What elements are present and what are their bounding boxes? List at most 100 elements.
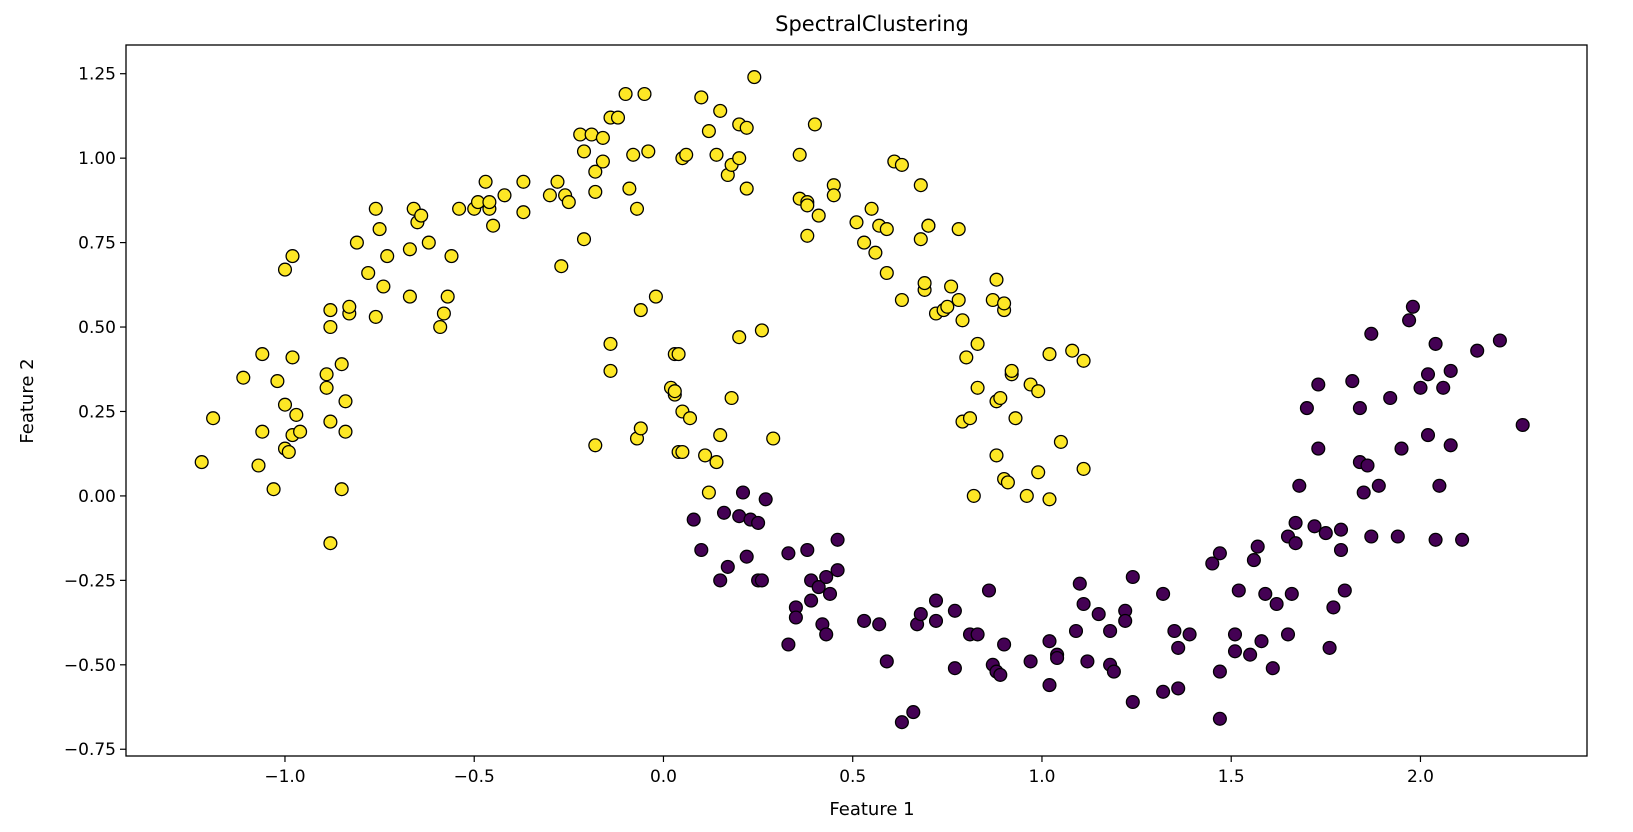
data-point-cluster-1 bbox=[603, 336, 618, 351]
data-point-cluster-0 bbox=[1292, 478, 1307, 493]
data-point-cluster-1 bbox=[270, 374, 285, 389]
data-point-cluster-1 bbox=[1031, 384, 1046, 399]
y-tick-label: −0.50 bbox=[64, 656, 116, 676]
plot-area-frame bbox=[125, 44, 1588, 757]
data-point-cluster-1 bbox=[255, 347, 270, 362]
data-point-cluster-1 bbox=[255, 424, 270, 439]
data-point-cluster-0 bbox=[1288, 536, 1303, 551]
data-point-cluster-1 bbox=[641, 144, 656, 159]
data-point-cluster-0 bbox=[1125, 694, 1140, 710]
data-point-cluster-0 bbox=[1364, 529, 1379, 544]
x-tick-label: 2.0 bbox=[1407, 767, 1434, 787]
data-point-cluster-0 bbox=[811, 580, 826, 595]
data-point-cluster-1 bbox=[792, 147, 807, 162]
data-point-cluster-1 bbox=[959, 350, 974, 365]
data-point-cluster-0 bbox=[993, 667, 1008, 682]
data-point-cluster-0 bbox=[1050, 650, 1065, 666]
data-point-cluster-0 bbox=[1383, 390, 1398, 406]
y-tick-label: 1.00 bbox=[78, 149, 116, 169]
data-point-cluster-1 bbox=[637, 86, 652, 102]
data-point-cluster-1 bbox=[338, 424, 353, 439]
data-point-cluster-1 bbox=[962, 411, 978, 426]
data-point-cluster-0 bbox=[1432, 478, 1447, 493]
data-point-cluster-0 bbox=[1405, 299, 1420, 314]
data-point-cluster-1 bbox=[997, 296, 1012, 311]
data-point-cluster-0 bbox=[1311, 441, 1326, 456]
data-point-cluster-0 bbox=[1103, 623, 1118, 639]
data-point-cluster-0 bbox=[1284, 586, 1299, 601]
data-point-cluster-1 bbox=[849, 215, 864, 230]
data-point-cluster-0 bbox=[1345, 374, 1360, 389]
data-point-cluster-1 bbox=[293, 424, 308, 439]
data-points bbox=[194, 70, 1530, 730]
data-point-cluster-1 bbox=[554, 259, 569, 274]
data-point-cluster-1 bbox=[421, 235, 436, 250]
data-point-cluster-1 bbox=[349, 235, 364, 250]
y-tick-label: −0.25 bbox=[64, 571, 116, 591]
data-point-cluster-0 bbox=[1125, 569, 1140, 585]
data-point-cluster-1 bbox=[436, 306, 451, 321]
data-point-cluster-0 bbox=[928, 613, 944, 628]
data-point-cluster-0 bbox=[1443, 438, 1458, 453]
y-tick-label: 1.25 bbox=[78, 65, 116, 85]
data-point-cluster-1 bbox=[251, 458, 266, 473]
data-point-cluster-0 bbox=[830, 563, 845, 578]
y-tick-label: 0.50 bbox=[78, 318, 116, 338]
data-point-cluster-1 bbox=[1019, 488, 1034, 503]
data-point-cluster-1 bbox=[482, 195, 497, 210]
data-point-cluster-0 bbox=[1212, 664, 1227, 679]
data-point-cluster-1 bbox=[440, 289, 455, 304]
data-point-cluster-1 bbox=[671, 347, 686, 362]
y-tick-label: 0.75 bbox=[78, 234, 116, 254]
data-point-cluster-0 bbox=[800, 542, 815, 558]
data-point-cluster-0 bbox=[1156, 586, 1171, 601]
data-point-cluster-1 bbox=[675, 444, 690, 460]
data-point-cluster-0 bbox=[1443, 363, 1458, 378]
data-point-cluster-1 bbox=[402, 242, 417, 257]
data-point-cluster-1 bbox=[277, 262, 293, 277]
data-point-cluster-1 bbox=[516, 205, 531, 220]
data-point-cluster-1 bbox=[993, 390, 1008, 406]
data-point-cluster-1 bbox=[289, 407, 304, 422]
data-point-cluster-0 bbox=[1205, 556, 1220, 571]
data-point-cluster-1 bbox=[1000, 475, 1015, 490]
data-point-cluster-1 bbox=[334, 482, 349, 497]
data-point-cluster-1 bbox=[766, 431, 781, 446]
data-point-cluster-0 bbox=[1322, 640, 1337, 655]
data-point-cluster-0 bbox=[1333, 542, 1349, 558]
data-point-cluster-1 bbox=[206, 411, 221, 426]
data-point-cluster-1 bbox=[588, 164, 603, 179]
data-point-cluster-0 bbox=[1212, 711, 1227, 726]
data-point-cluster-0 bbox=[1420, 367, 1436, 382]
data-point-cluster-0 bbox=[1227, 627, 1243, 642]
x-tick-label: 0.0 bbox=[650, 767, 677, 787]
data-point-cluster-0 bbox=[781, 637, 796, 652]
data-point-cluster-0 bbox=[1402, 313, 1417, 328]
x-tick-label: −0.5 bbox=[454, 767, 495, 787]
data-point-cluster-1 bbox=[940, 299, 955, 314]
data-point-cluster-0 bbox=[947, 603, 962, 618]
y-tick-label: 0.00 bbox=[78, 487, 116, 507]
data-point-cluster-1 bbox=[732, 151, 747, 166]
data-point-cluster-0 bbox=[1091, 607, 1106, 622]
data-point-cluster-1 bbox=[486, 218, 501, 233]
data-point-cluster-1 bbox=[338, 394, 353, 409]
data-point-cluster-0 bbox=[1080, 654, 1095, 669]
data-point-cluster-0 bbox=[1212, 546, 1227, 561]
data-point-cluster-1 bbox=[236, 370, 251, 385]
y-tick-label: 0.25 bbox=[78, 402, 116, 422]
data-point-cluster-0 bbox=[1068, 623, 1084, 639]
data-point-cluster-1 bbox=[1076, 353, 1091, 368]
data-point-cluster-1 bbox=[739, 120, 754, 135]
data-point-cluster-1 bbox=[368, 201, 383, 216]
data-point-cluster-1 bbox=[667, 384, 682, 399]
data-point-cluster-0 bbox=[1311, 377, 1326, 392]
data-point-cluster-1 bbox=[1004, 363, 1019, 378]
data-point-cluster-1 bbox=[323, 414, 338, 429]
data-point-cluster-0 bbox=[1227, 644, 1243, 659]
data-point-cluster-0 bbox=[781, 546, 796, 561]
data-point-cluster-1 bbox=[747, 70, 762, 85]
data-point-cluster-1 bbox=[414, 208, 429, 223]
data-point-cluster-0 bbox=[1171, 681, 1186, 696]
data-point-cluster-0 bbox=[1318, 526, 1333, 541]
